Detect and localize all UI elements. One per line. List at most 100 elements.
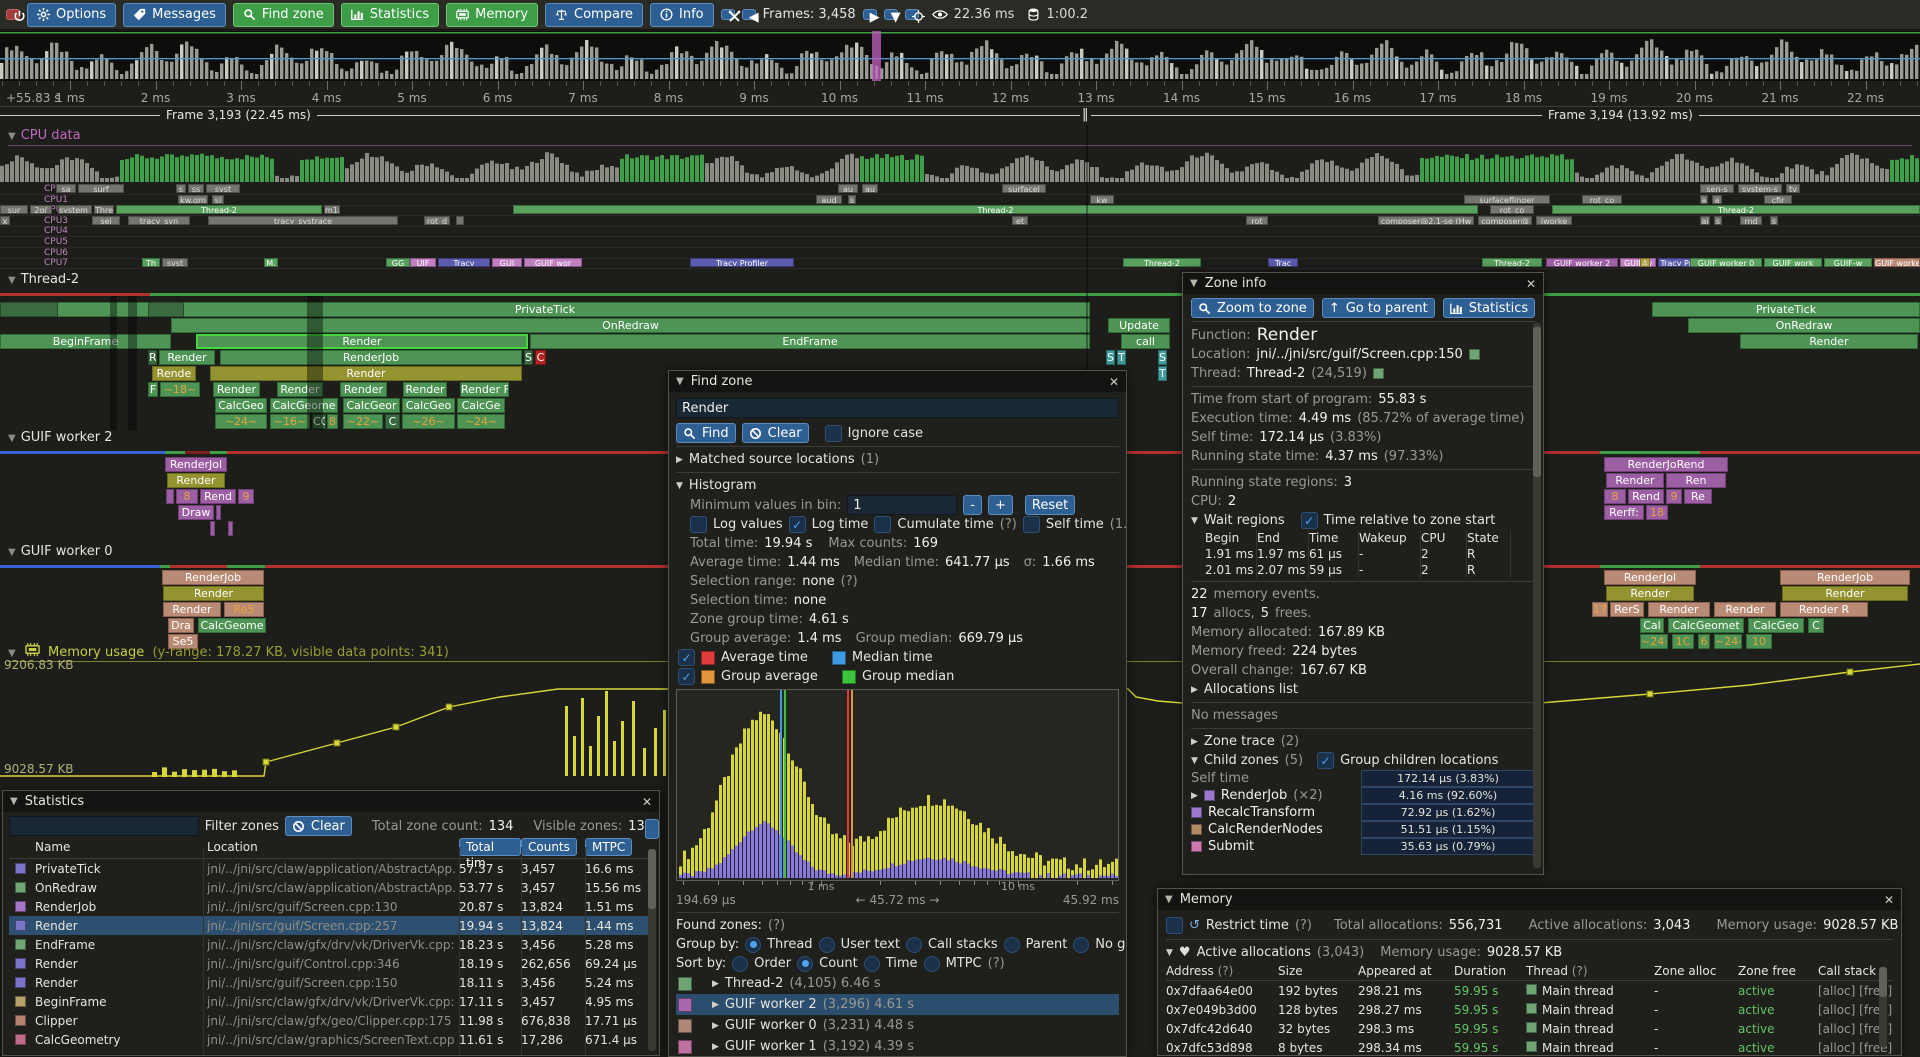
timeline-zone-s[interactable]: S: [524, 350, 533, 365]
cpu-zone[interactable]: [456, 215, 464, 225]
timeline-zone-render-r[interactable]: Render R: [1780, 602, 1868, 617]
timeline-zone-s[interactable]: S: [1106, 350, 1115, 365]
cpu-zone[interactable]: tracy_systrace: [208, 215, 398, 225]
statistics-row-render[interactable]: Render jni/../jni/src/guif/Screen.cpp:257…: [9, 916, 653, 935]
scrollbar[interactable]: [1533, 323, 1541, 868]
statistics-titlebar[interactable]: ▼ Statistics ✕: [3, 791, 659, 812]
statistics-button[interactable]: Statistics: [340, 2, 440, 27]
cpu-zone[interactable]: md: [1740, 215, 1762, 225]
statistics-row-beginframe[interactable]: BeginFrame jni/../jni/src/claw/gfx/drv/vk…: [9, 992, 653, 1011]
histogram-plot[interactable]: [676, 689, 1119, 881]
clear-filter-button[interactable]: Clear: [284, 816, 352, 836]
cpu-zone[interactable]: Tracy: [438, 258, 490, 268]
cpu-zone[interactable]: GUIF worker 0: [1690, 258, 1762, 268]
timeline-zone--26-[interactable]: ~26~: [402, 414, 455, 429]
find-zone-titlebar[interactable]: ▼ Find zone ✕: [669, 371, 1126, 392]
ignore-case-checkbox[interactable]: [824, 424, 842, 442]
cpu-zone[interactable]: x: [0, 215, 10, 225]
allocation-row[interactable]: 0x7dfc53d898 8 bytes 298.34 ms 59.95 s Main …: [1166, 1038, 1893, 1055]
col-thread[interactable]: Thread (?): [1526, 964, 1588, 978]
legend-checkbox[interactable]: ✓: [678, 649, 695, 666]
timeline-zone-re5[interactable]: Re5: [224, 602, 264, 617]
group-children-checkbox[interactable]: ✓: [1317, 752, 1335, 769]
cpu-zone[interactable]: GUI: [492, 258, 522, 268]
found-group-thread-2[interactable]: ▶ Thread-2 (4,105) 6.46 s: [676, 973, 1119, 994]
timeline-zone-c[interactable]: C: [535, 350, 546, 365]
legend-checkbox[interactable]: ✓: [678, 668, 695, 685]
cpu-zone[interactable]: sur: [0, 205, 28, 215]
statistics-row-privatetick[interactable]: PrivateTick jni/../jni/src/claw/applicati…: [9, 859, 653, 878]
timeline-zone-privatetick[interactable]: PrivateTick: [0, 302, 1090, 317]
messages-button[interactable]: Messages: [123, 2, 226, 27]
cpu-zone[interactable]: Trac: [1268, 258, 1298, 268]
cpu-zone[interactable]: Thread-2: [1123, 258, 1201, 268]
col-name[interactable]: Name: [35, 840, 71, 854]
timeline-zone-18[interactable]: 18: [1646, 505, 1668, 520]
timeline-zone-10[interactable]: 10: [1746, 634, 1772, 649]
clear-button[interactable]: Clear: [741, 423, 809, 443]
cpu-zone[interactable]: s: [176, 184, 186, 193]
timeline-zone-8[interactable]: 8: [1604, 489, 1626, 504]
scrollbar[interactable]: [1879, 967, 1887, 1047]
cpu-zone[interactable]: Thre: [94, 205, 114, 215]
timeline-zone--18-[interactable]: ~18~: [160, 382, 200, 397]
cpu-zone[interactable]: Thread-2: [1482, 258, 1542, 268]
cpu-zone[interactable]: m1a: [324, 205, 340, 215]
cpu-zone[interactable]: ai: [1700, 215, 1710, 225]
cpu-zone[interactable]: s: [1770, 215, 1778, 225]
allocation-row[interactable]: 0x7e049b3d00 128 bytes 298.27 ms 59.95 s Mai…: [1166, 1000, 1893, 1019]
timeline-zone-render[interactable]: Render: [196, 334, 528, 349]
timeline-zone-render[interactable]: Render: [1782, 586, 1908, 601]
timeline-zone-renderjob[interactable]: RenderJob: [220, 350, 522, 365]
col-call-stack[interactable]: Call stack: [1818, 964, 1877, 978]
cpu-zone[interactable]: composer@: [1478, 215, 1532, 225]
timeline-zone-c[interactable]: C: [1808, 618, 1824, 633]
timeline-zone-8[interactable]: 8: [176, 489, 198, 504]
timeline-zone-t[interactable]: T: [1158, 366, 1167, 381]
cpu-zone[interactable]: sei: [92, 215, 120, 225]
timeline-zone-renderjol[interactable]: RenderJol: [1604, 570, 1696, 585]
group-by-user-text[interactable]: [818, 936, 835, 953]
cpu-zone[interactable]: rot_co: [1490, 205, 1534, 215]
timeline-zone[interactable]: [210, 521, 215, 536]
cpu-zone[interactable]: M.: [264, 258, 278, 268]
col-counts[interactable]: Counts: [521, 838, 577, 856]
timeline-zone-render[interactable]: Render: [167, 473, 225, 488]
statistics-row-calcgeometry[interactable]: CalcGeometry jni/../jni/src/claw/graphics…: [9, 1030, 653, 1049]
compare-button[interactable]: Compare: [545, 2, 644, 27]
timeline-zone-render[interactable]: Render: [210, 366, 522, 381]
timeline-zone--22-[interactable]: ~22~: [343, 414, 383, 429]
histogram-section[interactable]: ▼ Histogram: [676, 478, 757, 493]
child-zone-self-time[interactable]: Self time 172.14 µs (3.83%): [1191, 770, 1535, 787]
zone-trace[interactable]: ▶ Zone trace (2): [1191, 732, 1535, 751]
cpu-zone[interactable]: 2g(: [30, 205, 52, 215]
timeline-zone-re[interactable]: Re: [1684, 489, 1712, 504]
self-time-checkbox[interactable]: [1022, 516, 1040, 533]
timeline-zone-render-f[interactable]: Render F: [460, 382, 509, 397]
decrease-button[interactable]: -: [963, 495, 982, 515]
child-zone-renderjob[interactable]: ▶ RenderJob (×2) 4.16 ms (92.60%): [1191, 787, 1535, 804]
timeline-zone-s[interactable]: S: [1158, 350, 1167, 365]
timeline-zone-f[interactable]: F: [148, 382, 158, 397]
goto-frame-button[interactable]: [904, 9, 925, 23]
timeline-zone-rend[interactable]: Rend: [1628, 489, 1664, 504]
timeline-zone-onredraw[interactable]: OnRedraw: [171, 318, 1090, 333]
matched-source-locations[interactable]: ▶ Matched source locations (1): [676, 452, 880, 467]
timeline-zone--24-[interactable]: ~24~: [1714, 634, 1742, 649]
close-icon[interactable]: ✕: [1883, 892, 1894, 907]
cpu-zone[interactable]: syst: [206, 184, 240, 193]
timeline-zone--24-[interactable]: ~24~: [215, 414, 267, 429]
timeline-zone-r[interactable]: R: [148, 350, 157, 365]
timeline-zone--24-[interactable]: ~24~: [1640, 634, 1668, 649]
reset-button[interactable]: Reset: [1024, 495, 1076, 515]
frame-dropdown-button[interactable]: ▼: [883, 9, 901, 25]
group-by-parent[interactable]: [1003, 936, 1020, 953]
timeline-zone-call[interactable]: call: [1121, 334, 1170, 349]
cpu-zone[interactable]: UIF: [410, 258, 436, 268]
timeline-zone-render[interactable]: Render: [1740, 334, 1918, 349]
timeline-zone-update[interactable]: Update: [1108, 318, 1170, 333]
cpu-zone[interactable]: GUIF worker 2: [1874, 258, 1920, 268]
cpu-zone[interactable]: et: [1012, 215, 1028, 225]
timeline-zone-render[interactable]: Render: [163, 586, 264, 601]
search-input[interactable]: Render: [676, 398, 1119, 418]
